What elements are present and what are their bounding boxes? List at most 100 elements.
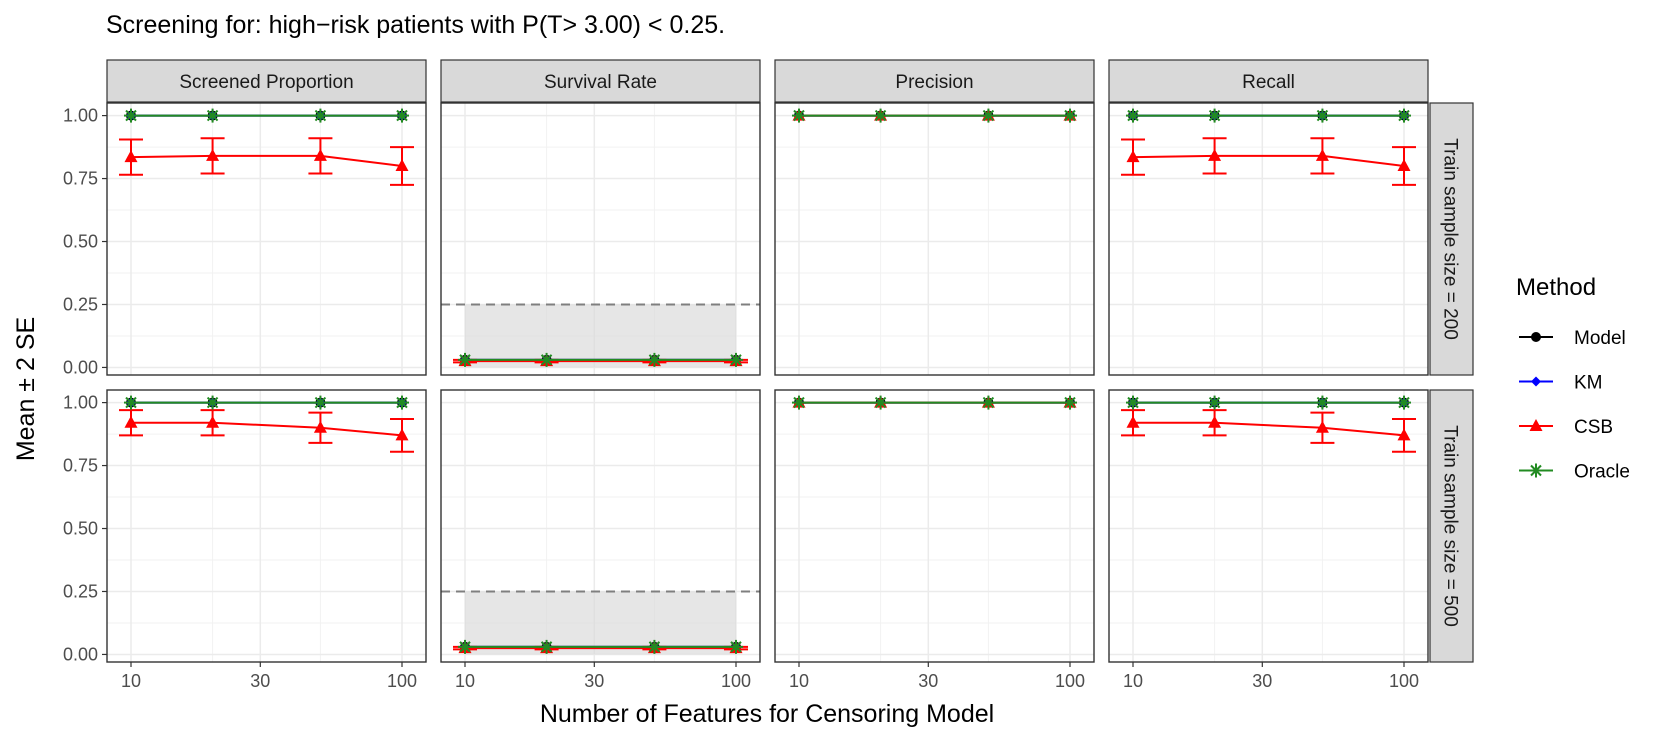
x-tick-label: 100 bbox=[387, 671, 417, 691]
x-tick-label: 30 bbox=[584, 671, 604, 691]
x-tick-label: 10 bbox=[455, 671, 475, 691]
panel-grid: Screened Proportion Survival Rate Precisio… bbox=[106, 59, 1474, 663]
series-oracle bbox=[792, 395, 1077, 410]
data-point-oracle bbox=[647, 352, 662, 367]
y-axis-title: Mean ± 2 SE bbox=[12, 317, 40, 461]
x-tick-label: 10 bbox=[1123, 671, 1143, 691]
legend-label: Oracle bbox=[1574, 462, 1630, 483]
series-oracle bbox=[1126, 395, 1411, 410]
column-strip-label: Recall bbox=[1242, 72, 1295, 93]
y-tick-label: 0.25 bbox=[63, 294, 98, 314]
panel-background bbox=[107, 103, 426, 375]
data-point-csb bbox=[395, 158, 409, 171]
data-point-oracle bbox=[981, 395, 996, 410]
panel-background bbox=[107, 390, 426, 662]
column-strip-label: Survival Rate bbox=[544, 72, 657, 93]
legend-key-marker bbox=[1531, 332, 1541, 342]
x-tick-label: 100 bbox=[1389, 671, 1419, 691]
legend-label: KM bbox=[1574, 373, 1603, 394]
legend-entry-km: KM bbox=[1519, 373, 1603, 394]
column-strip bbox=[1108, 59, 1429, 103]
facet-panel bbox=[774, 389, 1095, 663]
data-point-csb bbox=[206, 148, 220, 161]
data-point-csb bbox=[124, 415, 138, 428]
series-line-csb bbox=[131, 421, 403, 437]
data-point-oracle bbox=[1315, 395, 1330, 410]
threshold-band bbox=[465, 304, 736, 368]
y-tick-label: 0.00 bbox=[63, 644, 98, 664]
x-axis-title: Number of Features for Censoring Model bbox=[540, 700, 994, 728]
panel-background bbox=[1109, 103, 1428, 375]
column-strip bbox=[440, 59, 761, 103]
legend-label: CSB bbox=[1574, 417, 1613, 438]
row-strip bbox=[1429, 389, 1474, 663]
data-point-oracle bbox=[124, 108, 138, 123]
data-point-csb bbox=[1126, 415, 1140, 428]
data-point-csb bbox=[1208, 415, 1222, 428]
panel-border bbox=[440, 102, 761, 376]
y-tick-label: 0.75 bbox=[63, 456, 98, 476]
chart-title: Screening for: high−risk patients with P… bbox=[106, 11, 725, 39]
data-point-oracle bbox=[1397, 108, 1411, 123]
legend: Method Model KM CSB Oracle bbox=[1516, 274, 1630, 483]
data-point-oracle bbox=[313, 108, 328, 123]
threshold-band bbox=[465, 591, 736, 655]
panel-background bbox=[775, 390, 1094, 662]
legend-label: Model bbox=[1574, 328, 1626, 349]
legend-entry-csb: CSB bbox=[1519, 417, 1613, 438]
row-strip bbox=[1429, 102, 1474, 376]
panel-border bbox=[106, 389, 427, 663]
legend-key-marker bbox=[1529, 419, 1543, 431]
series-oracle bbox=[458, 639, 743, 654]
facet-panel bbox=[1108, 102, 1429, 376]
data-point-csb bbox=[395, 428, 409, 441]
panel-border bbox=[1108, 389, 1429, 663]
panel-background bbox=[1109, 390, 1428, 662]
data-point-oracle bbox=[729, 639, 743, 654]
series-line-csb bbox=[1133, 421, 1405, 437]
x-tick-label: 30 bbox=[250, 671, 270, 691]
panel-border bbox=[1108, 102, 1429, 376]
legend-entry-oracle: Oracle bbox=[1519, 462, 1630, 483]
data-point-csb bbox=[313, 148, 327, 161]
data-point-oracle bbox=[1315, 108, 1330, 123]
column-strip bbox=[106, 59, 427, 103]
column-strip bbox=[774, 59, 1095, 103]
panel-border bbox=[440, 389, 761, 663]
row-strip-label: Train sample size = 500 bbox=[1440, 425, 1461, 627]
column-strip-label: Precision bbox=[895, 72, 973, 93]
data-point-oracle bbox=[124, 395, 138, 410]
column-strip-label: Screened Proportion bbox=[179, 72, 353, 93]
series-oracle bbox=[458, 352, 743, 367]
data-point-oracle bbox=[395, 395, 409, 410]
x-tick-label: 30 bbox=[1252, 671, 1272, 691]
series-csb bbox=[119, 409, 414, 453]
series-csb bbox=[1121, 409, 1416, 453]
panel-background bbox=[775, 103, 1094, 375]
y-tick-label: 0.50 bbox=[63, 519, 98, 539]
data-point-oracle bbox=[1063, 108, 1077, 123]
data-point-oracle bbox=[458, 639, 472, 654]
data-point-oracle bbox=[873, 108, 888, 123]
data-point-oracle bbox=[1207, 108, 1222, 123]
facet-panel bbox=[106, 389, 427, 663]
series-oracle bbox=[1126, 108, 1411, 123]
x-tick-label: 100 bbox=[721, 671, 751, 691]
x-axis: 10 30 100 10 30 100 10 30 100 10 30 100 bbox=[121, 662, 1419, 691]
data-point-csb bbox=[1208, 148, 1222, 161]
data-point-oracle bbox=[1063, 395, 1077, 410]
legend-key-marker bbox=[1529, 463, 1543, 478]
data-point-csb bbox=[1315, 420, 1329, 433]
series-line-csb bbox=[1132, 154, 1405, 167]
y-tick-label: 0.00 bbox=[63, 357, 98, 377]
facet-panel bbox=[774, 102, 1095, 376]
data-point-oracle bbox=[205, 395, 220, 410]
y-tick-label: 1.00 bbox=[63, 393, 98, 413]
data-point-csb bbox=[124, 150, 138, 163]
data-point-oracle bbox=[1207, 395, 1222, 410]
data-point-csb bbox=[313, 420, 327, 433]
data-point-csb bbox=[1397, 158, 1411, 171]
series-oracle bbox=[792, 108, 1077, 123]
data-point-oracle bbox=[729, 352, 743, 367]
x-tick-label: 30 bbox=[918, 671, 938, 691]
